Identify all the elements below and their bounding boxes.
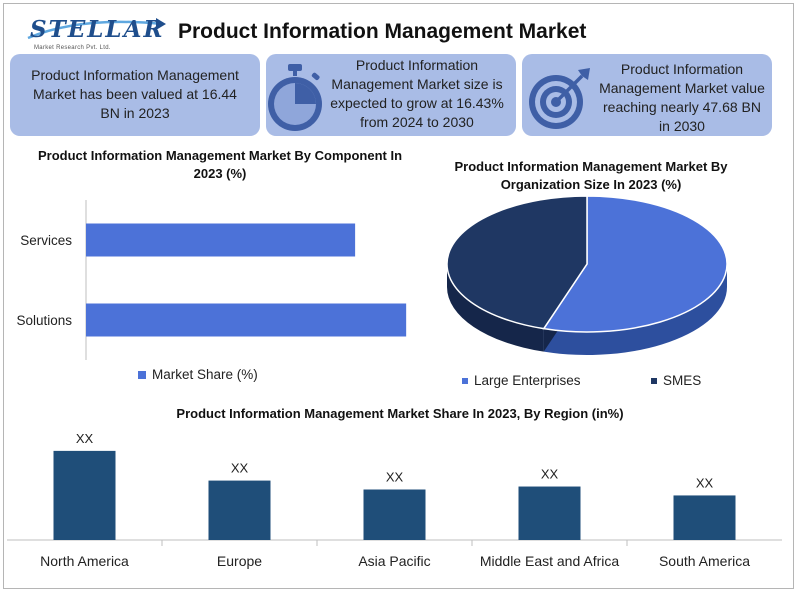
target-icon bbox=[529, 68, 590, 129]
legend-swatch bbox=[462, 377, 468, 384]
pie-side-smes bbox=[447, 264, 544, 352]
x-tick-label: Middle East and Africa bbox=[480, 553, 620, 569]
logo-swoosh-icon bbox=[27, 18, 166, 40]
x-tick-label: South America bbox=[659, 553, 750, 569]
data-label: XX bbox=[541, 467, 559, 482]
logo-tagline: Market Research Pvt. Ltd. bbox=[34, 45, 111, 51]
y-tick-label: Services bbox=[20, 233, 72, 248]
organization-size-chart-title: Product Information Management Market By… bbox=[454, 159, 728, 192]
data-label: XX bbox=[386, 470, 404, 485]
page-title: Product Information Management Market bbox=[178, 20, 587, 43]
infographic-frame bbox=[3, 3, 794, 589]
column-north-america bbox=[53, 450, 116, 540]
info-box-text: Product Information Management Market ha… bbox=[31, 67, 239, 121]
stellar-logo: STELLAR Market Research Pvt. Ltd. bbox=[14, 12, 166, 56]
y-tick-label: Solutions bbox=[16, 313, 72, 328]
component-chart-title: Product Information Management Market By… bbox=[37, 148, 403, 181]
legend-label: Large Enterprises bbox=[474, 373, 581, 388]
bar-solutions bbox=[86, 303, 407, 337]
info-box-text: Product Information Management Market si… bbox=[330, 57, 504, 130]
column-south-america bbox=[673, 495, 736, 540]
pie-slice-large-enterprises bbox=[542, 195, 728, 333]
logo-wordmark: STELLAR bbox=[30, 16, 165, 43]
data-label: XX bbox=[231, 461, 249, 476]
pie-legend-large-enterprises: Large Enterprises bbox=[462, 373, 581, 388]
info-box-valuation: Product Information Management Market ha… bbox=[10, 54, 260, 136]
x-tick-label: Europe bbox=[217, 553, 262, 569]
stopwatch-icon bbox=[268, 64, 322, 131]
legend-swatch bbox=[138, 370, 146, 379]
legend-label: Market Share (%) bbox=[152, 367, 258, 382]
info-box-forecast: Product Information Management Market va… bbox=[522, 54, 772, 136]
x-tick-label: Asia Pacific bbox=[358, 553, 430, 569]
data-label: XX bbox=[696, 475, 714, 490]
column-middle-east-and-africa bbox=[518, 486, 581, 540]
column-asia-pacific bbox=[363, 489, 426, 540]
region-chart-title: Product Information Management Market Sh… bbox=[176, 406, 624, 421]
legend-swatch bbox=[651, 377, 657, 384]
bar-services bbox=[86, 223, 356, 257]
column-europe bbox=[208, 480, 271, 540]
data-label: XX bbox=[76, 431, 94, 446]
info-box-text: Product Information Management Market va… bbox=[599, 61, 765, 134]
pie-legend-smes: SMES bbox=[651, 373, 701, 388]
component-legend: Market Share (%) bbox=[138, 367, 258, 382]
info-box-growth: Product Information Management Market si… bbox=[266, 54, 516, 136]
x-tick-label: North America bbox=[40, 553, 129, 569]
legend-label: SMES bbox=[663, 373, 702, 388]
pie-slice-smes bbox=[446, 195, 588, 330]
